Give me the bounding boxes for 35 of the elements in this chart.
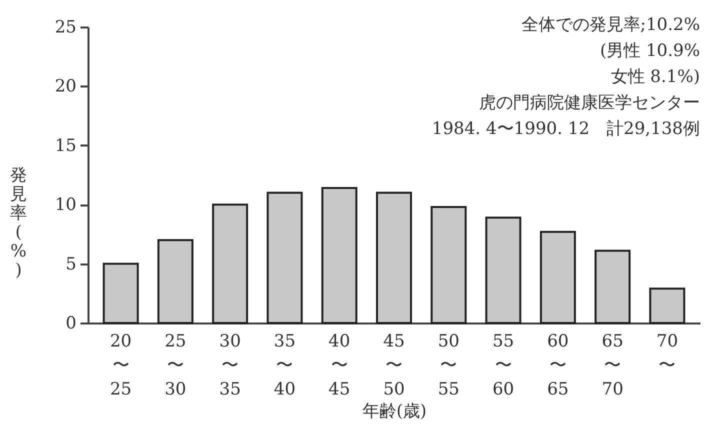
bar	[212, 204, 248, 324]
bar	[540, 230, 576, 324]
x-tick-label: 65〜70	[602, 332, 624, 400]
annotation: 1984. 4〜1990. 12 計29,138例	[432, 119, 700, 139]
bar	[594, 250, 631, 324]
x-tick-label: 70〜	[656, 332, 678, 376]
bar	[321, 187, 358, 324]
annotation: 全体での発見率;10.2%	[521, 15, 700, 35]
bar	[430, 206, 467, 324]
x-tick-label: 50〜55	[438, 332, 460, 400]
x-tick-label: 40〜45	[328, 332, 350, 400]
bar	[157, 239, 194, 324]
annotation: 女性 8.1%)	[610, 67, 700, 87]
x-tick-label: 55〜60	[492, 332, 514, 400]
x-tick-label: 60〜65	[547, 332, 569, 400]
y-tick-label: 25	[54, 18, 76, 38]
bar	[485, 216, 522, 324]
bar	[266, 192, 303, 324]
x-tick-label: 45〜50	[383, 332, 405, 400]
y-tick-label: 15	[54, 136, 76, 156]
x-axis-title: 年齢(歳)	[362, 402, 427, 422]
x-tick-label: 35〜40	[274, 332, 296, 400]
x-tick-label: 25〜30	[164, 332, 186, 400]
bar	[376, 192, 412, 324]
annotation: (男性 10.9%	[600, 41, 700, 61]
bar	[102, 262, 139, 324]
bar	[649, 288, 686, 324]
y-tick-label: 10	[54, 195, 76, 216]
annotation: 虎の門病院健康医学センター	[479, 93, 700, 113]
x-tick-label: 30〜35	[219, 332, 241, 400]
y-axis-title: 発見率(%)	[10, 166, 27, 280]
y-tick-label: 0	[66, 314, 76, 334]
y-tick-label: 5	[66, 254, 76, 274]
x-tick-label: 20〜25	[110, 332, 132, 400]
y-tick-label: 20	[54, 76, 76, 97]
